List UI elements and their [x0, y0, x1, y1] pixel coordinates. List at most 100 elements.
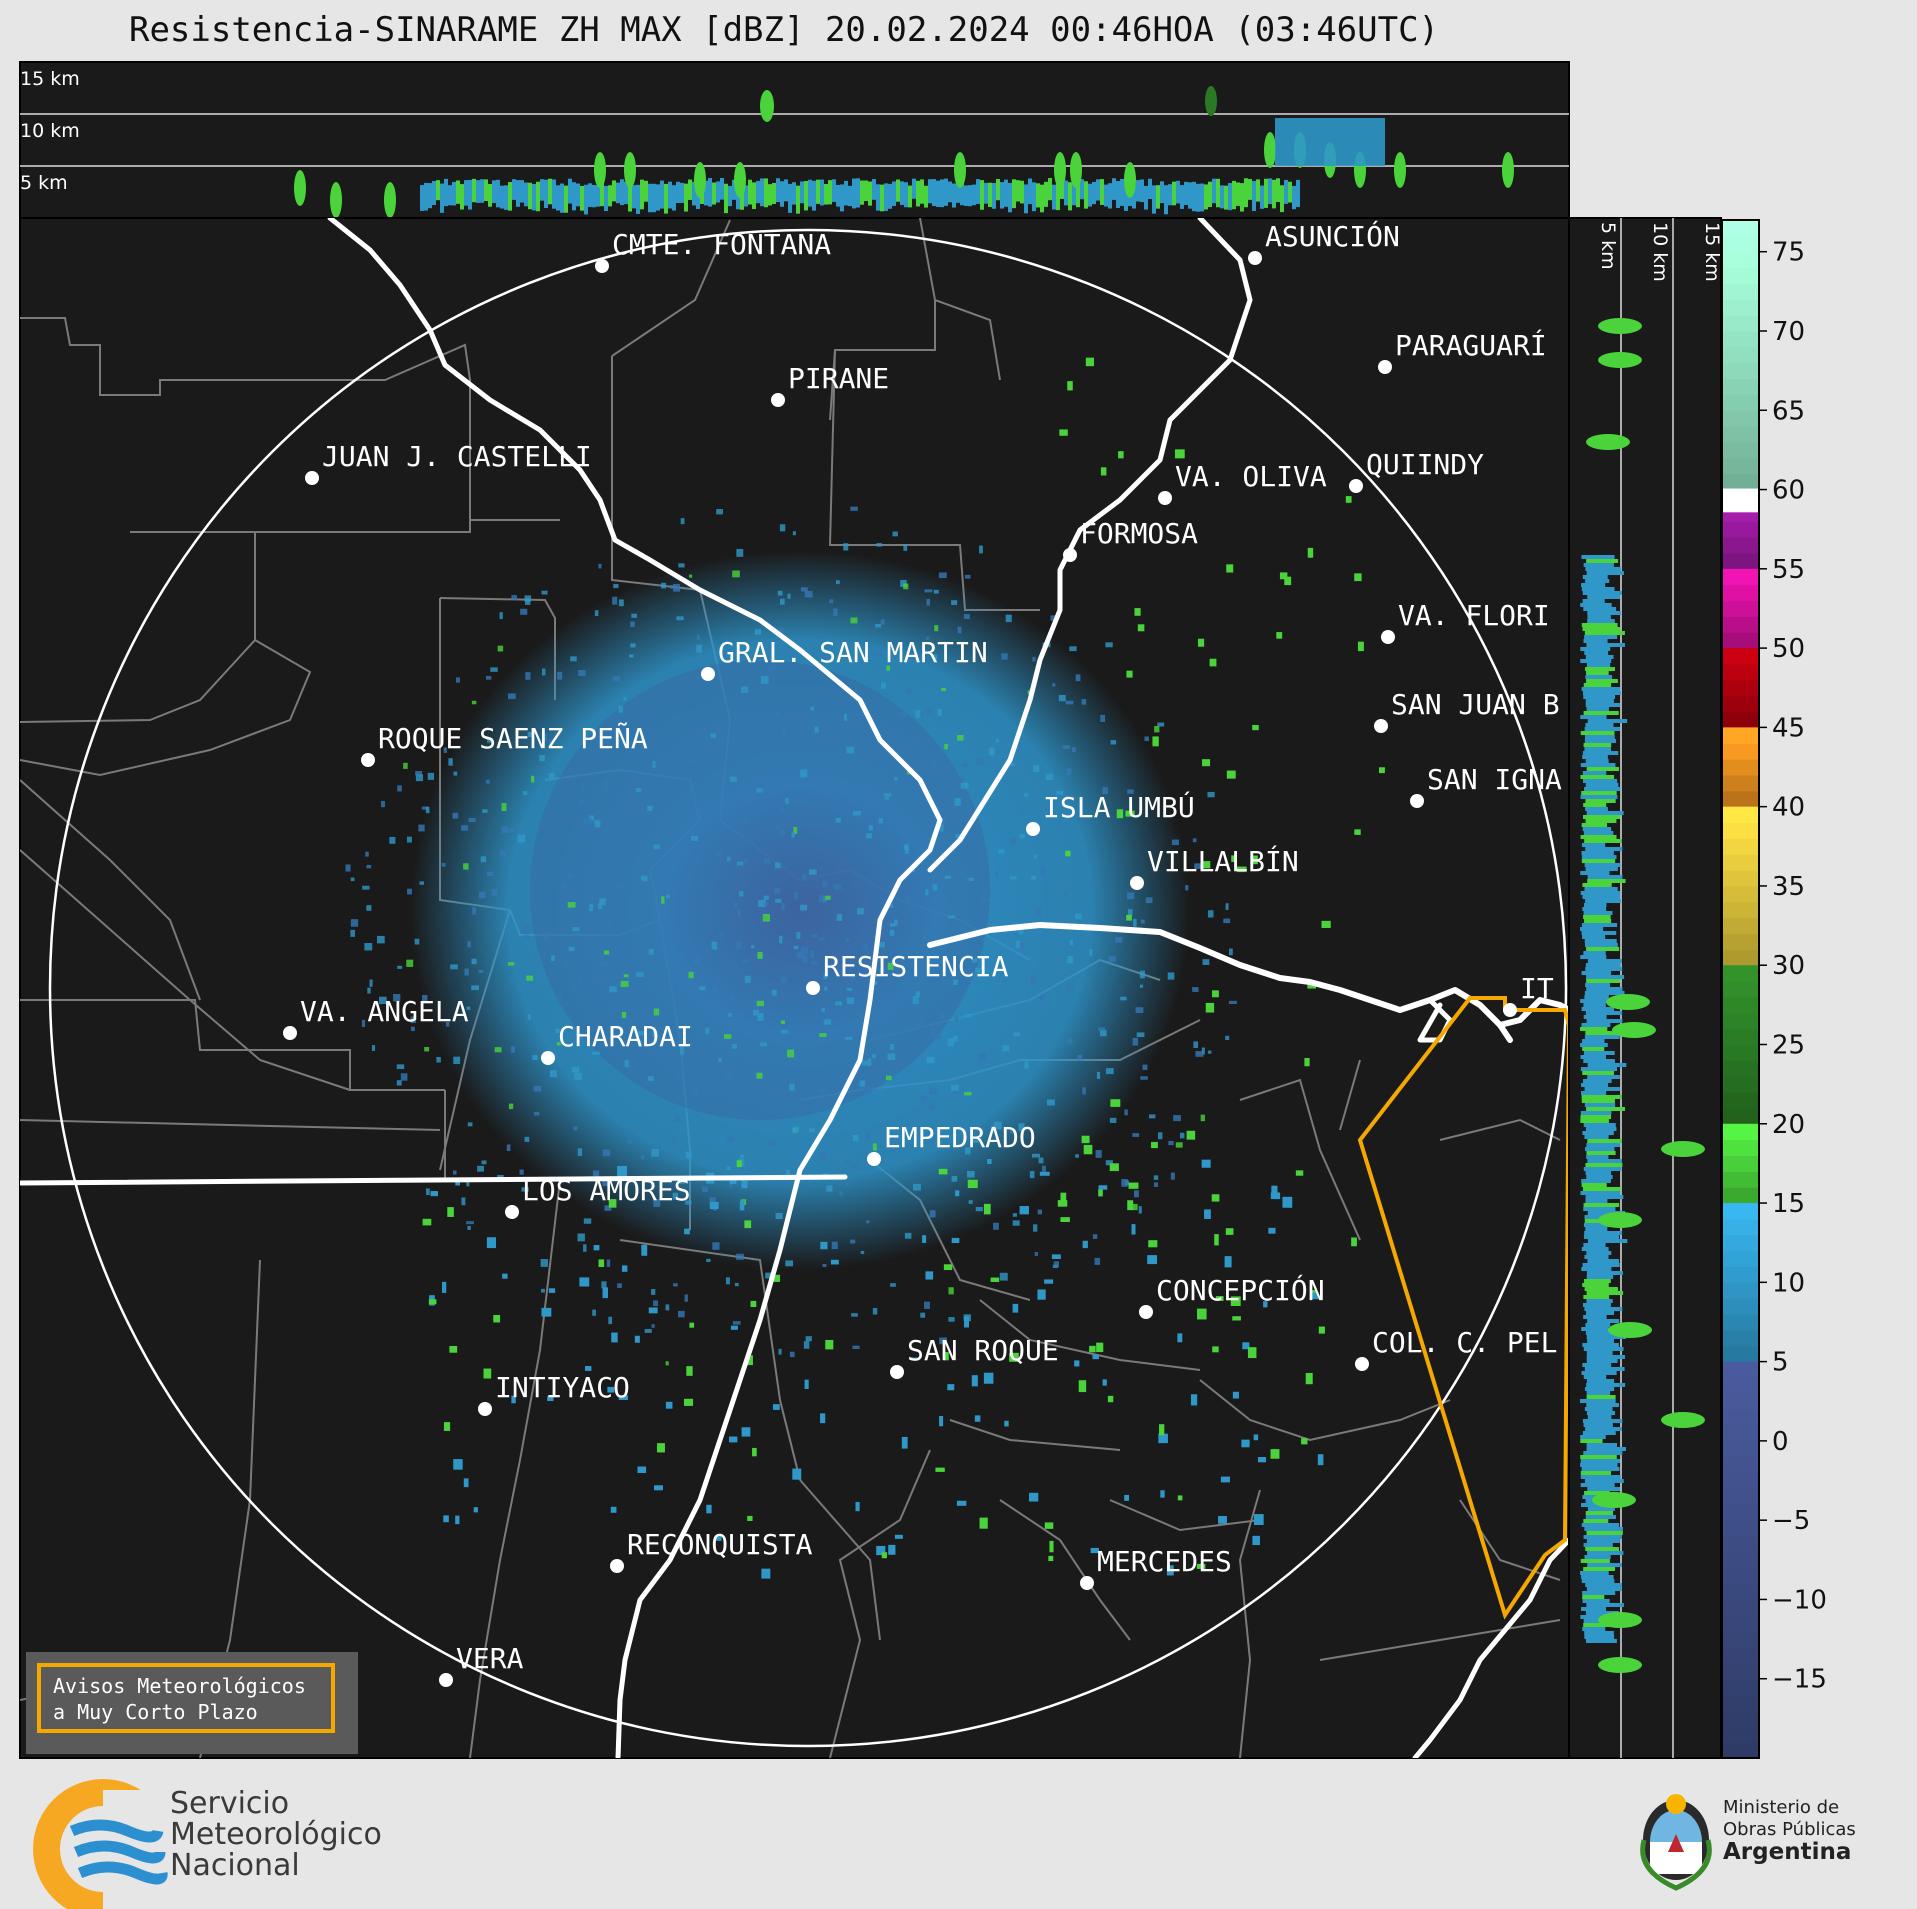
range-ring: [48, 228, 1568, 1748]
colorbar-tick-label: −15: [1772, 1665, 1827, 1695]
warning-box[interactable]: Avisos Meteorológicos a Muy Corto Plazo: [26, 1652, 358, 1754]
city-dot-villalb-n: [1130, 876, 1144, 890]
city-dot-va-angela: [283, 1026, 297, 1040]
city-label-asunci-n: ASUNCIÓN: [1265, 219, 1400, 253]
colorbar-frame: [1721, 219, 1760, 1759]
city-dot-mercedes: [1080, 1576, 1094, 1590]
smn-logo-icon: [33, 1779, 183, 1909]
top-profile-echoes: [294, 86, 1514, 218]
city-dot-charadai: [541, 1051, 555, 1065]
warning-line1: Avisos Meteorológicos: [53, 1674, 306, 1698]
city-dot-va-oliva: [1158, 491, 1172, 505]
top-label-5km: 5 km: [20, 172, 68, 194]
city-dot-concepci-n: [1139, 1305, 1153, 1319]
colorbar-tick-label: 10: [1772, 1268, 1805, 1298]
city-dot-roque-saenz-pe-a: [361, 753, 375, 767]
smn-line1: Servicio: [170, 1786, 290, 1821]
warning-line2: a Muy Corto Plazo: [53, 1700, 258, 1724]
city-label-gral-san-martin: GRAL. SAN MARTIN: [718, 636, 988, 669]
city-markers: CMTE. FONTANA ASUNCIÓN PARAGUARÍ PIRANE JUAN…: [283, 219, 1562, 1687]
colorbar-tick-label: 55: [1772, 555, 1805, 585]
city-label-reconquista: RECONQUISTA: [627, 1528, 813, 1561]
city-dot-pirane: [771, 393, 785, 407]
city-label-va-angela: VA. ANGELA: [300, 995, 469, 1028]
city-label-pirane: PIRANE: [788, 362, 889, 395]
colorbar-tick-label: 65: [1772, 396, 1805, 426]
city-dot-reconquista: [610, 1559, 624, 1573]
colorbar-tick-label: 25: [1772, 1030, 1805, 1060]
city-label-san-juan-b: SAN JUAN B: [1391, 688, 1560, 721]
colorbar-tick-label: 40: [1772, 793, 1805, 823]
city-dot-va-flori: [1381, 630, 1395, 644]
colorbar-tick-label: 35: [1772, 872, 1805, 902]
city-dot-empedrado: [867, 1152, 881, 1166]
city-label-paraguar: PARAGUARÍ: [1395, 328, 1547, 362]
city-label-it: IT: [1520, 972, 1554, 1005]
colorbar-tick-label: 45: [1772, 713, 1805, 743]
city-label-juan-j-castelli: JUAN J. CASTELLI: [322, 440, 592, 473]
side-label-10km: 10 km: [1649, 222, 1671, 282]
smn-name: Servicio Meteorológico Nacional: [170, 1788, 382, 1881]
city-label-intiyaco: INTIYACO: [495, 1371, 630, 1404]
colorbar-tick-label: −5: [1772, 1506, 1810, 1536]
city-dot-asunci-n: [1248, 251, 1262, 265]
city-label-mercedes: MERCEDES: [1097, 1545, 1232, 1578]
city-dot-vera: [439, 1673, 453, 1687]
colorbar-tick-label: 75: [1772, 238, 1805, 268]
colorbar-tick-label: −10: [1772, 1585, 1827, 1615]
colorbar-tick-label: 70: [1772, 317, 1805, 347]
city-dot-los-amores: [505, 1205, 519, 1219]
city-label-roque-saenz-pe-a: ROQUE SAENZ PEÑA: [378, 721, 648, 755]
city-label-resistencia: RESISTENCIA: [823, 950, 1009, 983]
smn-line3: Nacional: [170, 1848, 300, 1883]
city-label-isla-umb: ISLA UMBÚ: [1043, 790, 1195, 824]
ministry-name: Ministerio de Obras Públicas Argentina: [1723, 1797, 1856, 1865]
ministry-line1: Ministerio de: [1723, 1797, 1840, 1818]
side-height-profile: [1568, 217, 1722, 1759]
city-dot-san-juan-b: [1374, 719, 1388, 733]
warning-polygon: [1357, 996, 1569, 1620]
ministry-line2: Obras Públicas: [1723, 1819, 1856, 1840]
city-label-charadai: CHARADAI: [558, 1020, 693, 1053]
city-label-vera: VERA: [456, 1642, 524, 1675]
city-label-concepci-n: CONCEPCIÓN: [1156, 1273, 1325, 1307]
city-dot-san-igna: [1410, 794, 1424, 808]
city-label-va-oliva: VA. OLIVA: [1175, 460, 1327, 493]
city-dot-quiindy: [1349, 479, 1363, 493]
echo-mass: [410, 550, 1190, 1270]
city-dot-paraguar: [1378, 360, 1392, 374]
top-label-10km: 10 km: [20, 120, 80, 142]
argentina-crest-icon: [1640, 1794, 1712, 1891]
city-dot-cmte-fontana: [595, 259, 609, 273]
city-label-quiindy: QUIINDY: [1366, 448, 1484, 481]
city-label-empedrado: EMPEDRADO: [884, 1121, 1036, 1154]
rivers: [20, 218, 1569, 1758]
map-title: Resistencia-SINARAME ZH MAX [dBZ] 20.02.…: [128, 10, 1440, 50]
warning-box-frame[interactable]: Avisos Meteorológicos a Muy Corto Plazo: [37, 1663, 335, 1733]
city-dot-juan-j-castelli: [305, 471, 319, 485]
city-label-cmte-fontana: CMTE. FONTANA: [612, 228, 831, 261]
city-label-villalb-n: VILLALBÍN: [1147, 844, 1299, 878]
colorbar-tick-label: 5: [1772, 1348, 1789, 1378]
ministry-line3: Argentina: [1723, 1839, 1852, 1865]
colorbar-tick-label: 60: [1772, 476, 1805, 506]
city-dot-it: [1503, 1003, 1517, 1017]
colorbar-tick-label: 0: [1772, 1427, 1789, 1457]
city-label-san-igna: SAN IGNA: [1427, 763, 1562, 796]
city-dot-isla-umb: [1026, 822, 1040, 836]
city-dot-san-roque: [890, 1365, 904, 1379]
colorbar-tick-label: 15: [1772, 1189, 1805, 1219]
side-label-5km: 5 km: [1597, 222, 1619, 270]
city-label-formosa: FORMOSA: [1080, 517, 1198, 550]
top-label-15km: 15 km: [20, 68, 80, 90]
city-label-col-c-pel: COL. C. PEL: [1372, 1326, 1557, 1359]
colorbar-tick-label: 30: [1772, 951, 1805, 981]
city-dot-gral-san-martin: [701, 667, 715, 681]
side-label-15km: 15 km: [1701, 222, 1723, 282]
city-label-va-flori: VA. FLORI: [1398, 599, 1550, 632]
smn-line2: Meteorológico: [170, 1817, 382, 1852]
city-dot-resistencia: [806, 981, 820, 995]
top-height-profile: [19, 61, 1570, 219]
